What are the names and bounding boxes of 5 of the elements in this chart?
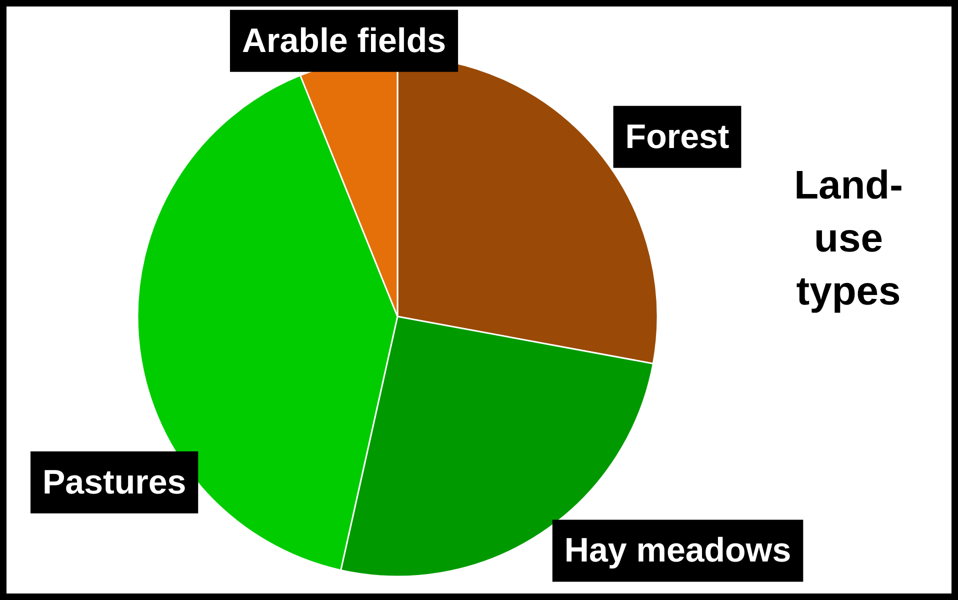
slice-label: Hay meadows	[564, 532, 792, 570]
text: Land-use types	[794, 164, 903, 314]
slice-label: Forest	[625, 118, 730, 156]
slice-label: Pastures	[42, 463, 186, 502]
slice-label: Arable fields	[242, 22, 446, 60]
